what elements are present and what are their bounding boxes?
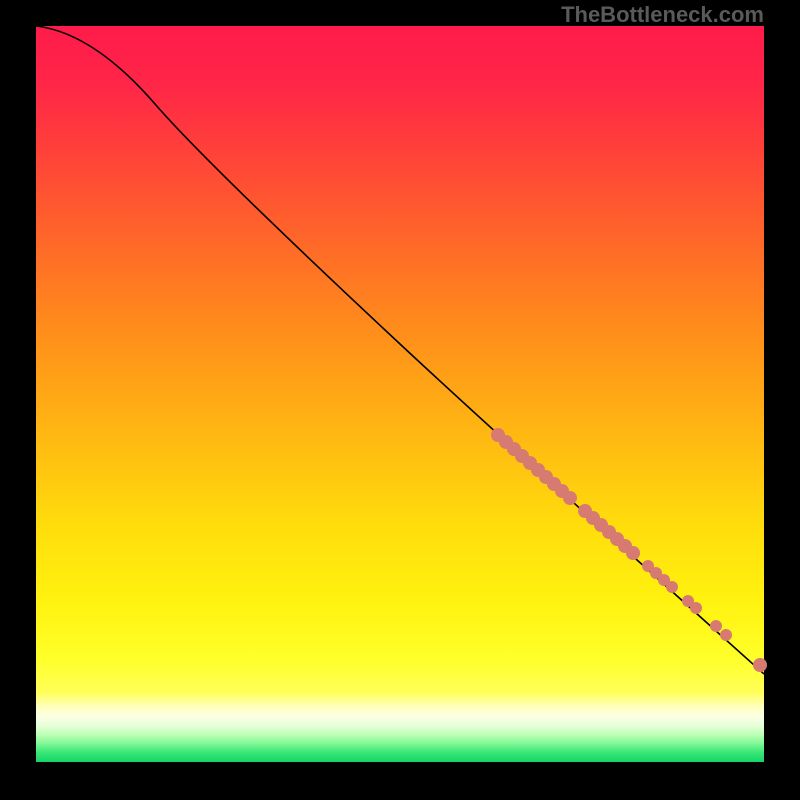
data-marker <box>753 658 767 672</box>
data-marker <box>710 620 722 632</box>
watermark-text: TheBottleneck.com <box>561 2 764 28</box>
data-marker <box>720 629 732 641</box>
plot-background <box>36 26 764 762</box>
data-marker <box>563 491 577 505</box>
data-marker <box>690 602 702 614</box>
data-marker <box>626 546 640 560</box>
data-marker <box>666 581 678 593</box>
chart-canvas <box>0 0 800 800</box>
